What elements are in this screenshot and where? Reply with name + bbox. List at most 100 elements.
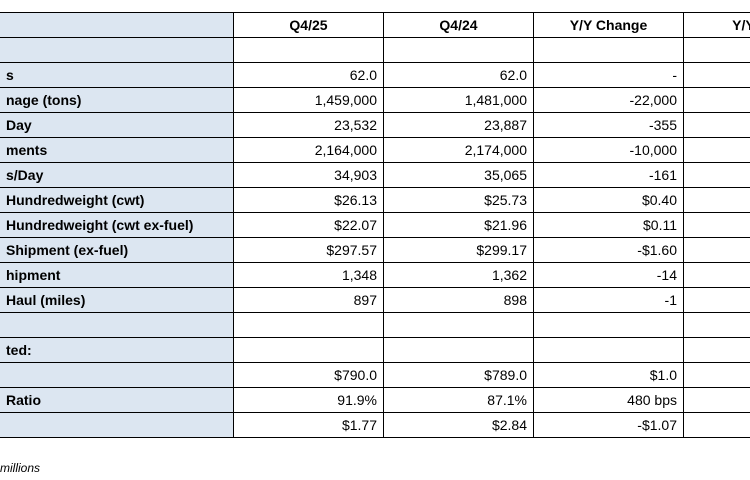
table-cell: 62.0	[383, 62, 534, 88]
row-label: Day	[0, 112, 234, 138]
table-cell: 34,903	[233, 162, 384, 188]
table-cell: -1	[533, 287, 684, 313]
table-row: s/Day 34,903 35,065 -161	[0, 162, 750, 188]
row-label	[0, 412, 234, 438]
table-cell	[683, 387, 750, 413]
row-label: s/Day	[0, 162, 234, 188]
table-cell: 2,164,000	[233, 137, 384, 163]
table-cell: -	[533, 62, 684, 88]
table-row: Hundredweight (cwt) $26.13 $25.73 $0.40	[0, 187, 750, 213]
table-row: Ratio 91.9% 87.1% 480 bps	[0, 387, 750, 413]
table-row: Haul (miles) 897 898 -1	[0, 287, 750, 313]
table-cell	[233, 37, 384, 63]
table-cell: -$1.60	[533, 237, 684, 263]
column-header: Q4/24	[383, 12, 534, 38]
table-cell	[233, 337, 384, 363]
header-corner	[0, 12, 234, 38]
table-cell: 2,174,000	[383, 137, 534, 163]
table-cell	[233, 312, 384, 338]
table-row: hipment 1,348 1,362 -14	[0, 262, 750, 288]
table-cell	[383, 37, 534, 63]
table-row: Day 23,532 23,887 -355	[0, 112, 750, 138]
table-cell	[683, 262, 750, 288]
row-label: hipment	[0, 262, 234, 288]
row-label: ted:	[0, 337, 234, 363]
table-cell	[683, 312, 750, 338]
table-cell: 23,532	[233, 112, 384, 138]
table-cell: -10,000	[533, 137, 684, 163]
row-label: Ratio	[0, 387, 234, 413]
table-cell	[683, 212, 750, 238]
table-cell: $297.57	[233, 237, 384, 263]
table-cell: -355	[533, 112, 684, 138]
table-cell: $1.0	[533, 362, 684, 388]
table-cell: $26.13	[233, 187, 384, 213]
table-row: Hundredweight (cwt ex-fuel) $22.07 $21.96 $…	[0, 212, 750, 238]
row-label	[0, 362, 234, 388]
table-cell	[683, 112, 750, 138]
row-label: Hundredweight (cwt)	[0, 187, 234, 213]
table-row: ted:	[0, 337, 750, 363]
table-cell	[683, 337, 750, 363]
table-cell: 23,887	[383, 112, 534, 138]
table-row: nage (tons) 1,459,000 1,481,000 -22,000	[0, 87, 750, 113]
table-row	[0, 312, 750, 338]
row-label: s	[0, 62, 234, 88]
row-label: Shipment (ex-fuel)	[0, 237, 234, 263]
table-cell	[383, 337, 534, 363]
table-row: ments 2,164,000 2,174,000 -10,000	[0, 137, 750, 163]
table-cell	[383, 312, 534, 338]
table-cell: $2.84	[383, 412, 534, 438]
table-cell: $21.96	[383, 212, 534, 238]
table-cell: 87.1%	[383, 387, 534, 413]
table-cell	[683, 237, 750, 263]
table-cell	[683, 162, 750, 188]
table-cell: 1,481,000	[383, 87, 534, 113]
table-cell	[683, 87, 750, 113]
row-label: nage (tons)	[0, 87, 234, 113]
table-cell: 1,362	[383, 262, 534, 288]
column-header: Y/Y Change	[533, 12, 684, 38]
table-cell: $0.11	[533, 212, 684, 238]
table-cell	[683, 137, 750, 163]
table-cell: 480 bps	[533, 387, 684, 413]
table-row: $1.77 $2.84 -$1.07	[0, 412, 750, 438]
table-cell: -22,000	[533, 87, 684, 113]
table-cell: $25.73	[383, 187, 534, 213]
table-cell	[533, 312, 684, 338]
table-cell: 1,459,000	[233, 87, 384, 113]
row-label	[0, 312, 234, 338]
table-cell	[683, 362, 750, 388]
table-cell: 1,348	[233, 262, 384, 288]
table-row: $790.0 $789.0 $1.0	[0, 362, 750, 388]
table-cell: $790.0	[233, 362, 384, 388]
table-cell	[533, 37, 684, 63]
row-label: Haul (miles)	[0, 287, 234, 313]
table-cell	[683, 412, 750, 438]
table-cell: $22.07	[233, 212, 384, 238]
row-label: ments	[0, 137, 234, 163]
table-row: Shipment (ex-fuel) $297.57 $299.17 -$1.60	[0, 237, 750, 263]
table-cell: $789.0	[383, 362, 534, 388]
row-label: Hundredweight (cwt ex-fuel)	[0, 212, 234, 238]
table-cell: $0.40	[533, 187, 684, 213]
table-cell	[683, 62, 750, 88]
table-cell: 35,065	[383, 162, 534, 188]
table-cell: 897	[233, 287, 384, 313]
table-cell: -14	[533, 262, 684, 288]
table-row: s 62.0 62.0-	[0, 62, 750, 88]
table-cell: -$1.07	[533, 412, 684, 438]
table-cell	[683, 37, 750, 63]
table-cell: 898	[383, 287, 534, 313]
table-cell: $299.17	[383, 237, 534, 263]
table-cell: $1.77	[233, 412, 384, 438]
table-cell: 91.9%	[233, 387, 384, 413]
table-cell	[683, 287, 750, 313]
column-header: Q4/25	[233, 12, 384, 38]
footnote: millions	[0, 461, 41, 475]
row-label	[0, 37, 234, 63]
